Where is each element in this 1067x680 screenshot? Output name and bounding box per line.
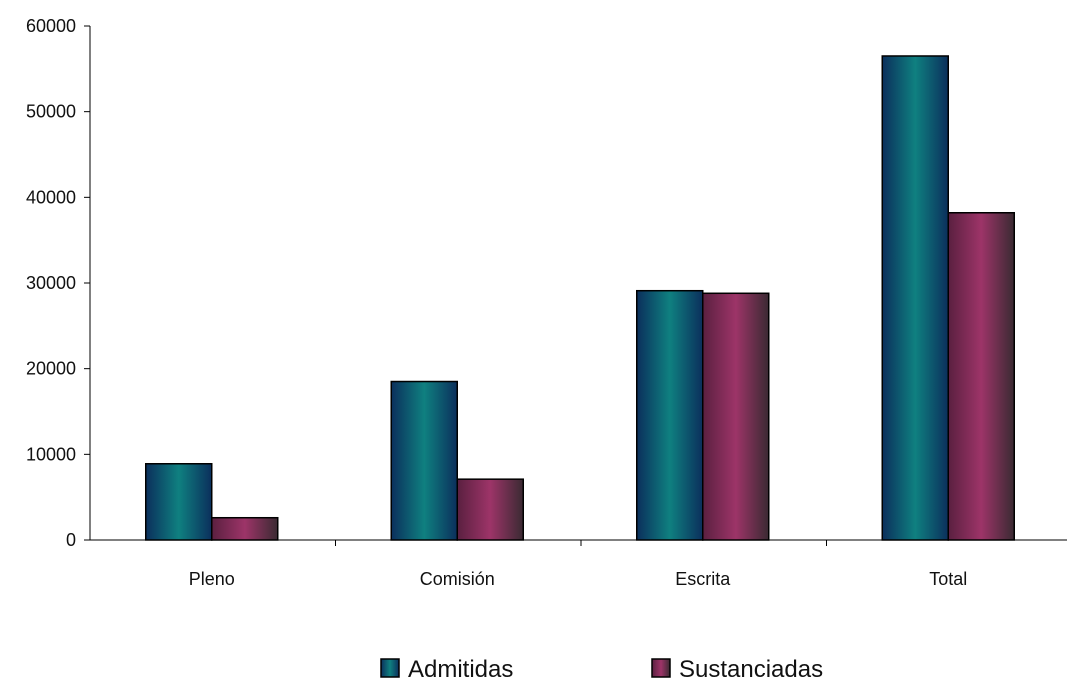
y-tick-label: 0	[66, 530, 76, 550]
y-tick-label: 20000	[26, 359, 76, 379]
bar-admitidas-3	[881, 55, 949, 541]
legend-swatch-admitidas	[380, 658, 400, 678]
x-category-label: Escrita	[675, 569, 731, 589]
legend-swatch-sustanciadas	[651, 658, 671, 678]
y-tick-label: 40000	[26, 187, 76, 207]
bar-sustanciadas-2	[702, 292, 770, 541]
legend-label-sustanciadas: Sustanciadas	[679, 656, 823, 680]
legend-label-admitidas: Admitidas	[408, 656, 513, 680]
bar-admitidas-0	[145, 463, 213, 541]
bar-sustanciadas-0	[211, 516, 279, 541]
y-tick-label: 10000	[26, 444, 76, 464]
bar-sustanciadas-3	[947, 212, 1015, 541]
x-category-label: Total	[929, 569, 967, 589]
y-tick-label: 60000	[26, 16, 76, 36]
y-tick-label: 50000	[26, 102, 76, 122]
x-category-label: Comisión	[420, 569, 495, 589]
bar-admitidas-1	[390, 380, 458, 541]
bar-admitidas-2	[636, 289, 704, 541]
x-category-label: Pleno	[189, 569, 235, 589]
y-tick-label: 30000	[26, 273, 76, 293]
bar-sustanciadas-1	[456, 478, 524, 541]
